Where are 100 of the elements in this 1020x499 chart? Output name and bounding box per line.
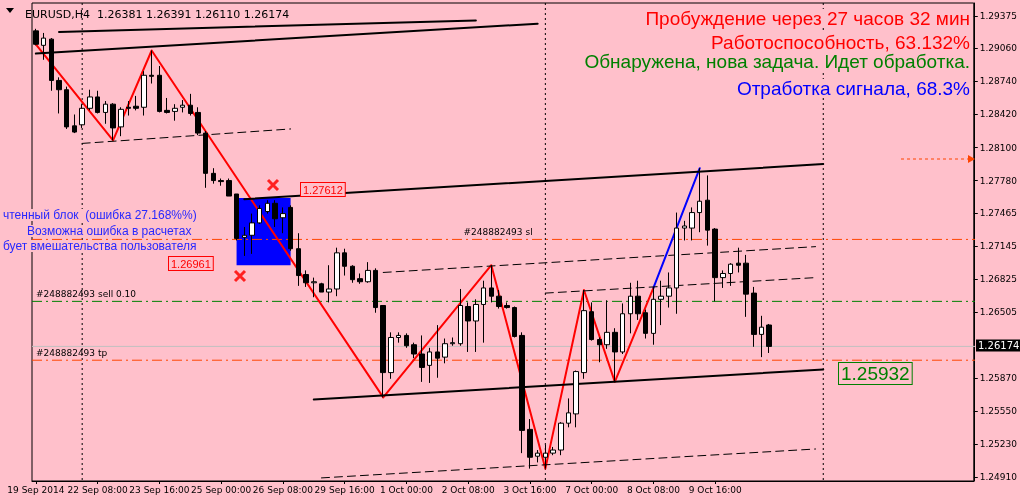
x-tick-label: 29 Sep 16:00	[314, 484, 375, 495]
candlestick	[342, 248, 347, 277]
candlestick	[133, 95, 139, 111]
candlestick	[218, 178, 224, 187]
x-tick-label: 9 Oct 16:00	[688, 484, 742, 495]
candlestick	[303, 269, 309, 288]
candlestick	[334, 247, 340, 297]
candlestick	[535, 449, 540, 463]
candlestick	[373, 267, 378, 314]
candlestick	[87, 89, 93, 111]
x-tick-label: 1 Oct 00:00	[379, 484, 434, 495]
x-tick-label: 25 Sep 00:00	[191, 484, 252, 495]
annotation: Работоспособность, 63.132%	[711, 32, 971, 53]
candlestick	[249, 213, 255, 255]
annotation: Отработка сигнала, 68.3%	[736, 78, 971, 99]
y-tick-label: 1.28420	[979, 109, 1018, 120]
y-tick-label: 1.29060	[979, 43, 1018, 54]
annotation: 1.27612	[303, 183, 343, 196]
x-tick-label: 19 Sep 2014	[7, 484, 65, 495]
y-tick-label: 1.24910	[979, 471, 1018, 482]
x-tick-label: 22 Sep 08:00	[67, 484, 128, 495]
y-tick-label: 1.25550	[979, 405, 1018, 416]
text: EURUSD,H4 1.26381 1.26391 1.26110 1.26174	[25, 8, 290, 21]
candlestick	[512, 306, 517, 338]
candlestick	[211, 167, 216, 185]
candlestick	[288, 204, 293, 252]
candlestick	[450, 337, 455, 347]
y-tick-label: 1.25230	[979, 438, 1018, 449]
candlestick	[496, 289, 502, 310]
x-tick-label: 8 Oct 08:00	[626, 484, 681, 495]
candlestick	[296, 232, 301, 287]
candlestick	[442, 338, 448, 364]
y-tick-label: 1.25870	[979, 372, 1018, 383]
x-tick-label: 3 Oct 16:00	[503, 484, 557, 495]
candlestick	[766, 323, 772, 354]
y-tick-label: 1.28740	[979, 76, 1018, 87]
annotation: 1.25932	[841, 363, 910, 384]
candlestick	[435, 324, 440, 379]
annotation: чтенный блок (ошибка 27.168%%)	[3, 208, 197, 222]
y-tick-label: 1.26505	[979, 307, 1017, 318]
y-tick-label: 1.29375	[979, 10, 1017, 21]
candlestick	[458, 288, 463, 347]
candlestick	[242, 226, 247, 257]
candlestick	[118, 106, 124, 137]
candlestick	[365, 261, 371, 284]
candlestick	[319, 282, 324, 293]
candlestick	[149, 49, 154, 85]
candlestick	[388, 331, 394, 380]
candlestick	[427, 347, 432, 384]
candlestick	[620, 302, 625, 355]
y-tick-label: 1.27465	[979, 208, 1017, 219]
candlestick	[226, 178, 232, 197]
candlestick	[280, 206, 286, 234]
annotation: Пробуждение через 27 часов 32 мин	[645, 8, 971, 29]
candlestick	[141, 70, 147, 117]
ref-line-label: #248882493 tp	[36, 347, 108, 358]
candlestick	[404, 332, 409, 349]
candlestick	[759, 315, 764, 358]
annotation: Возможна ошибка в расчетах	[27, 224, 192, 238]
y-tick-label: 1.26825	[979, 274, 1017, 285]
candlestick	[682, 220, 687, 241]
candlestick	[72, 114, 77, 134]
candlestick	[257, 204, 262, 225]
candlestick	[419, 334, 425, 383]
x-tick-label: 26 Sep 08:00	[252, 484, 314, 495]
candlestick	[411, 342, 417, 359]
candlestick	[311, 277, 317, 298]
ref-line-label: 1.26174	[978, 339, 1020, 351]
candlestick	[326, 264, 332, 303]
candlestick	[566, 397, 571, 428]
candlestick	[188, 93, 193, 117]
y-tick-label: 1.27780	[979, 175, 1018, 186]
candlestick	[180, 99, 185, 113]
candlestick	[157, 65, 162, 113]
candlestick	[56, 76, 62, 114]
candlestick	[357, 272, 363, 285]
candlestick	[589, 301, 594, 342]
candlestick	[689, 206, 695, 241]
candlestick	[103, 100, 108, 125]
y-tick-label: 1.27145	[979, 241, 1017, 252]
annotation: Обнаружена, нова задача. Идет обработка.	[584, 51, 971, 72]
candlestick	[604, 299, 610, 350]
candlestick	[172, 103, 178, 122]
candlestick	[705, 174, 710, 247]
x-tick-label: 7 Oct 00:00	[565, 484, 619, 495]
candlestick	[504, 301, 510, 310]
x-tick-label: 2 Oct 08:00	[441, 484, 495, 495]
candlestick	[64, 86, 69, 130]
candlestick	[272, 199, 278, 228]
y-tick-label: 1.28100	[979, 142, 1018, 153]
candlestick	[95, 90, 100, 114]
x-tick-label: 23 Sep 16:00	[129, 484, 190, 495]
candlestick	[473, 298, 479, 353]
candlestick	[465, 301, 471, 353]
candlestick	[164, 97, 170, 114]
ref-line-label: #248882493 sl	[463, 226, 533, 237]
candlestick	[597, 337, 602, 363]
candlestick	[350, 264, 355, 284]
candlestick	[126, 100, 131, 117]
candlestick	[481, 280, 486, 344]
